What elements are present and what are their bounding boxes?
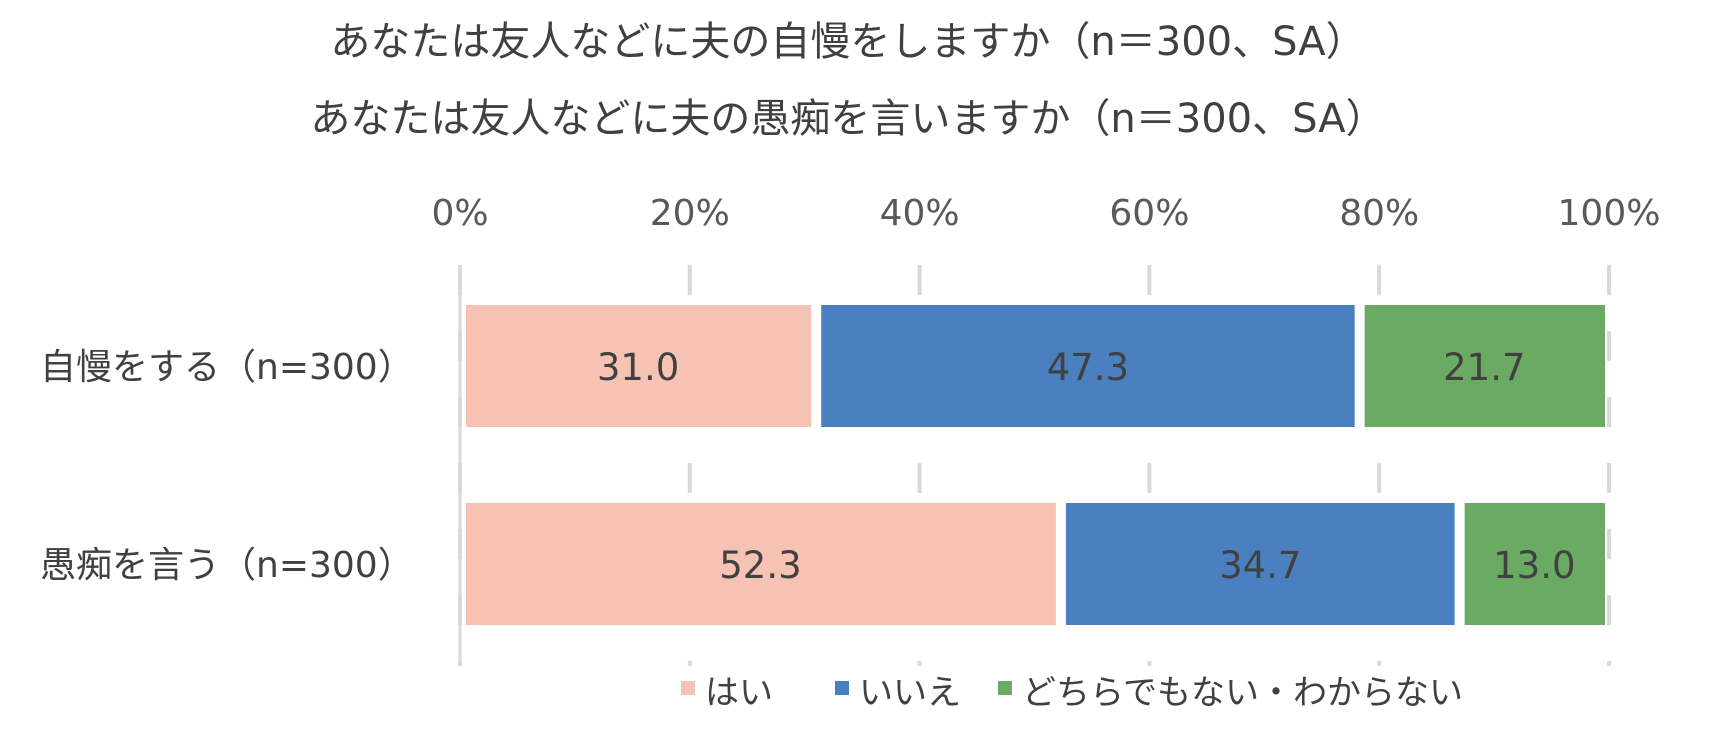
legend-swatch bbox=[681, 681, 695, 695]
bars bbox=[466, 305, 1605, 625]
legend: はい いいえ どちらでもない・わからない bbox=[681, 673, 1463, 713]
legend-entry: どちらでもない・わからない bbox=[1022, 673, 1463, 713]
x-axis-ticks: 0% 20% 40% 60% 80% 100% bbox=[431, 193, 1660, 234]
legend-swatch bbox=[998, 681, 1012, 695]
chart-title-line: あなたは友人などに夫の自慢をしますか（n＝300、SA） bbox=[330, 19, 1365, 65]
data-label: 21.7 bbox=[1443, 346, 1525, 389]
bar-segment bbox=[1464, 503, 1605, 625]
data-label: 47.3 bbox=[1047, 346, 1129, 389]
data-label: 52.3 bbox=[719, 544, 801, 587]
bar-segment bbox=[1364, 305, 1605, 427]
data-labels: 31.0 47.3 21.7 52.3 34.7 13.0 bbox=[597, 346, 1576, 587]
x-tick-label: 60% bbox=[1109, 193, 1189, 234]
category-label: 愚痴を言う（n=300） bbox=[40, 545, 414, 586]
legend-entry: いいえ bbox=[859, 673, 961, 713]
data-label: 34.7 bbox=[1219, 544, 1301, 587]
bar-segment bbox=[1065, 503, 1455, 625]
x-tick-label: 0% bbox=[431, 193, 488, 234]
x-tick-label: 20% bbox=[650, 193, 730, 234]
x-tick-label: 80% bbox=[1339, 193, 1419, 234]
category-label: 自慢をする（n=300） bbox=[40, 347, 414, 388]
data-label: 13.0 bbox=[1493, 544, 1575, 587]
bar-segment bbox=[466, 503, 1056, 625]
data-label: 31.0 bbox=[597, 346, 679, 389]
legend-swatch bbox=[835, 681, 849, 695]
x-tick-label: 100% bbox=[1558, 193, 1661, 234]
category-labels: 自慢をする（n=300） 愚痴を言う（n=300） bbox=[40, 347, 414, 586]
x-tick-label: 40% bbox=[880, 193, 960, 234]
legend-entry: はい bbox=[705, 673, 773, 713]
chart-title-line: あなたは友人などに夫の愚痴を言いますか（n＝300、SA） bbox=[310, 96, 1385, 142]
bar-segment bbox=[821, 305, 1355, 427]
bar-segment bbox=[466, 305, 812, 427]
chart-title: あなたは友人などに夫の自慢をしますか（n＝300、SA） あなたは友人などに夫の愚… bbox=[310, 19, 1385, 142]
